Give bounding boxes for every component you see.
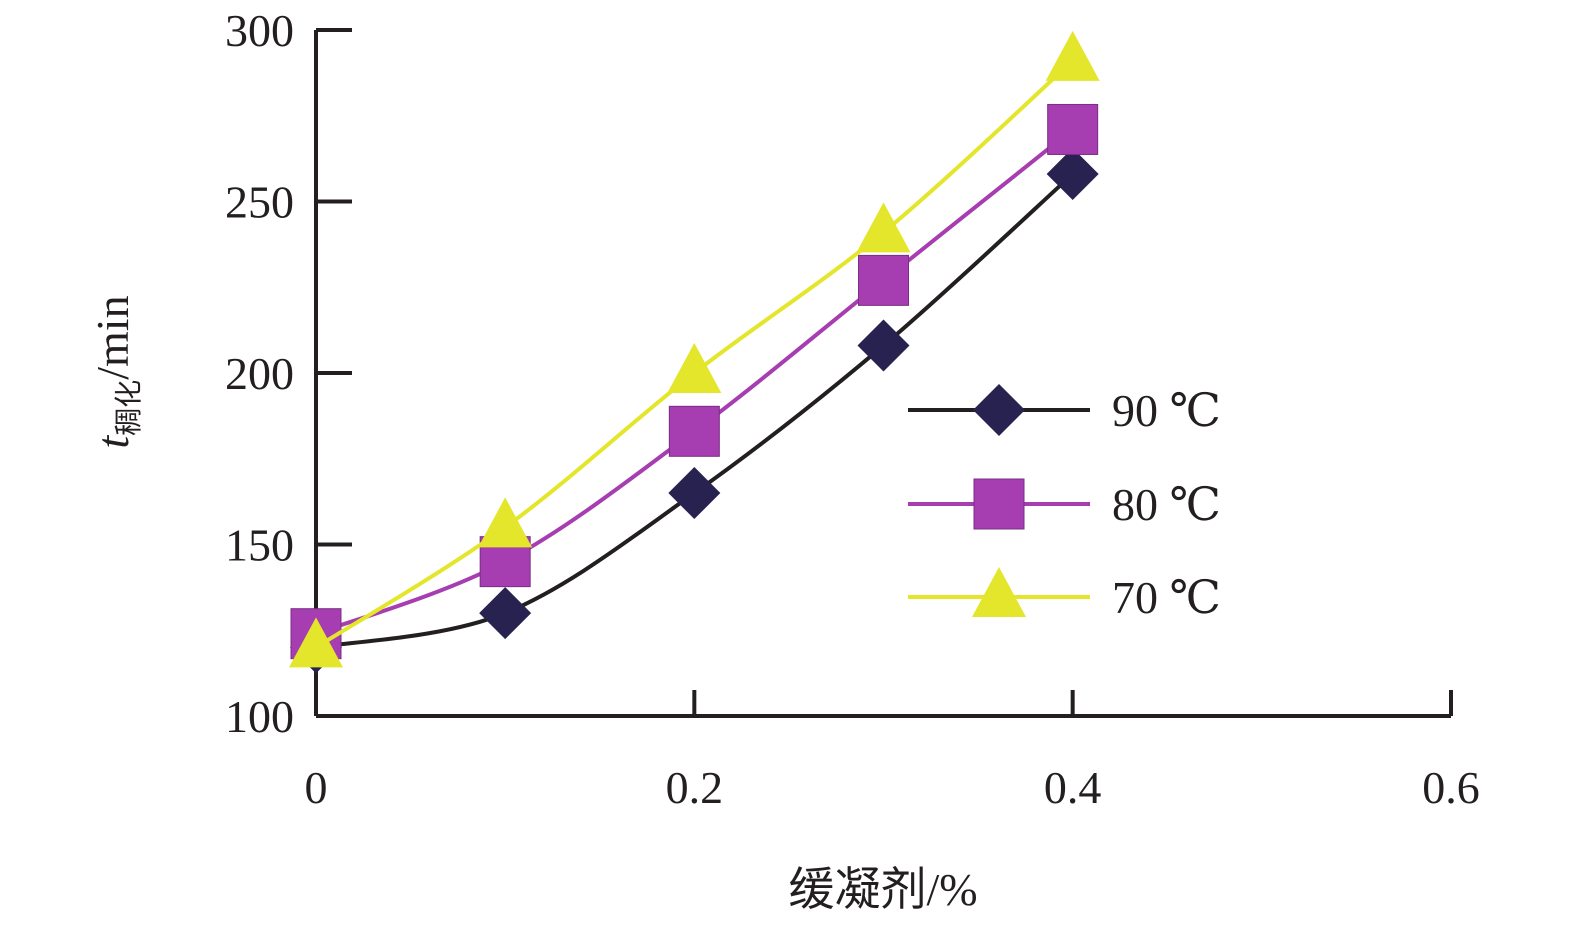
data-point	[1045, 30, 1100, 81]
legend-marker	[972, 567, 1026, 617]
y-tick-label: 200	[225, 348, 294, 399]
series-layer	[289, 30, 1100, 674]
x-axis-label: 缓凝剂/%	[788, 864, 977, 915]
legend-label: 80 ℃	[1112, 479, 1221, 530]
legend-marker	[973, 478, 1025, 530]
data-point	[478, 497, 533, 548]
y-axis-label-main: t	[87, 435, 138, 449]
series-2	[289, 30, 1100, 668]
legend: 90 ℃ 80 ℃ 70 ℃	[908, 384, 1221, 623]
x-tick-label: 0	[305, 762, 328, 813]
legend-item: 80 ℃	[908, 478, 1221, 530]
legend-item: 70 ℃	[908, 567, 1221, 623]
data-point	[667, 343, 722, 393]
y-tick-label: 250	[225, 177, 294, 228]
y-ticks: 100 150 200 250 300	[225, 5, 352, 742]
legend-item: 90 ℃	[908, 384, 1221, 436]
series-0	[290, 148, 1099, 674]
y-tick-label: 300	[225, 5, 294, 56]
svg-text:t稠化/min: t稠化/min	[87, 295, 145, 448]
data-point	[668, 467, 721, 520]
data-point	[1047, 103, 1099, 155]
y-axis-label-sub: 稠化	[113, 380, 145, 436]
y-axis-label-unit: /min	[87, 295, 138, 379]
x-ticks: 0 0.2 0.4 0.6	[305, 690, 1480, 813]
y-axis-label: t稠化/min	[87, 295, 145, 448]
data-point	[289, 617, 343, 668]
data-point	[1046, 148, 1099, 201]
data-point	[858, 254, 909, 306]
data-point	[668, 405, 720, 457]
legend-label: 90 ℃	[1112, 385, 1221, 436]
data-point	[856, 202, 911, 253]
data-point	[857, 319, 910, 372]
y-tick-label: 100	[225, 691, 294, 742]
x-tick-label: 0.6	[1422, 762, 1480, 813]
y-tick-label: 150	[225, 520, 294, 571]
legend-marker	[973, 384, 1025, 436]
legend-label: 70 ℃	[1112, 572, 1221, 623]
data-point	[479, 587, 532, 640]
x-tick-label: 0.2	[666, 762, 724, 813]
x-tick-label: 0.4	[1044, 762, 1102, 813]
